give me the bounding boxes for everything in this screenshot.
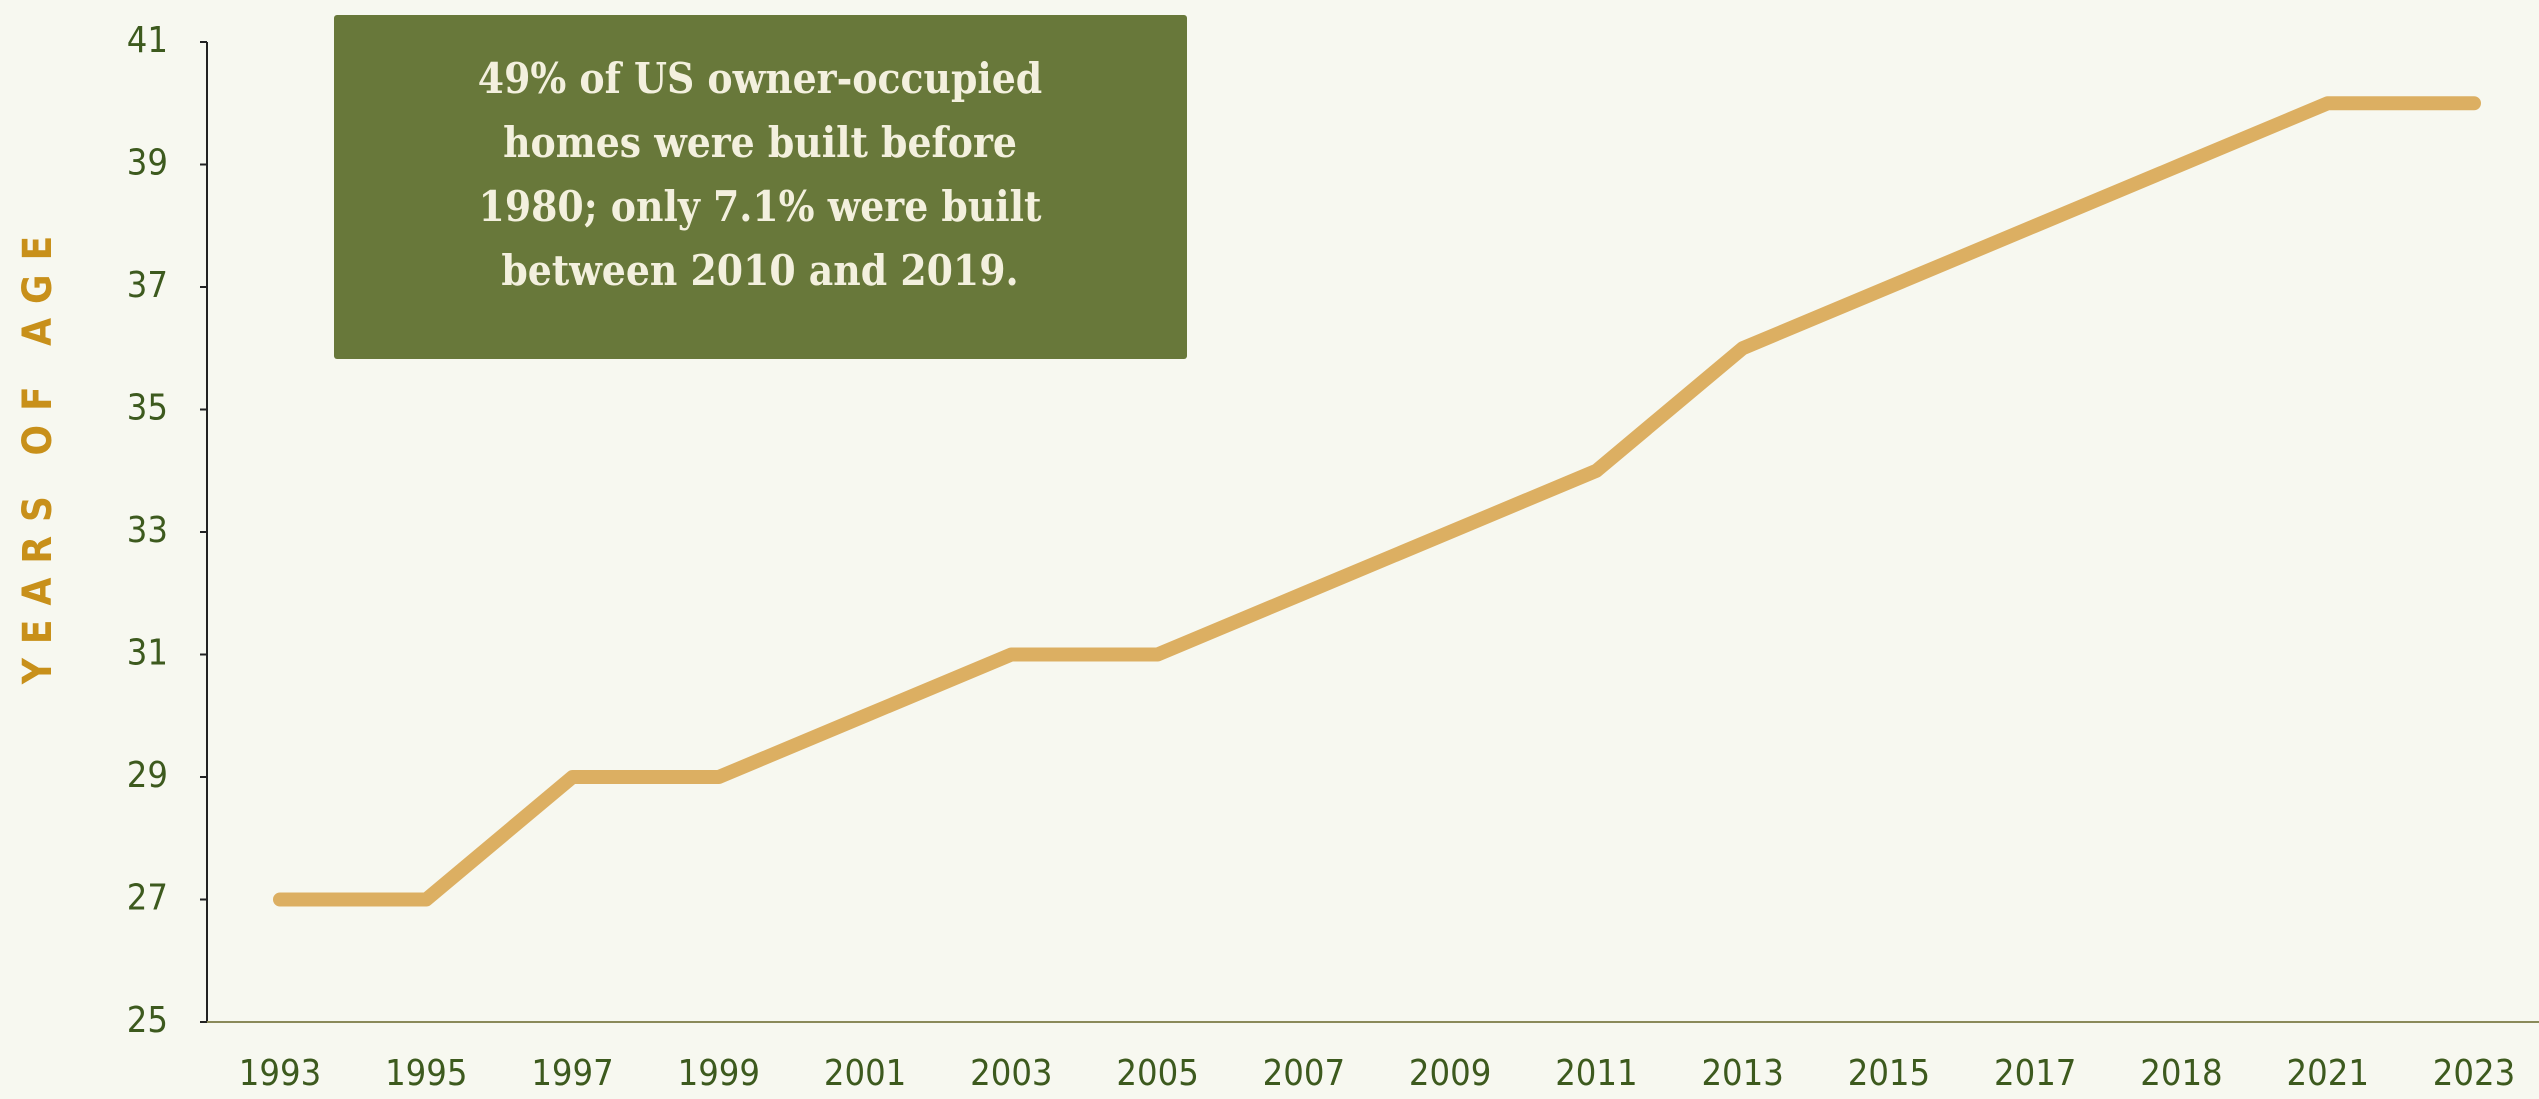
- data-line: [273, 96, 2481, 907]
- x-tick-label: 2015: [1848, 1053, 1930, 1094]
- y-tick-label: 29: [127, 755, 168, 796]
- annotation-text: 49% of US owner-occupied: [478, 54, 1042, 103]
- annotation-box: [334, 15, 1187, 359]
- x-tick-label: 2023: [2433, 1053, 2515, 1094]
- y-axis-label: YEARS OF AGE: [15, 222, 61, 685]
- x-tick-label: 2001: [824, 1053, 906, 1094]
- x-tick-label: 1993: [239, 1053, 321, 1094]
- y-tick-label: 27: [127, 878, 168, 919]
- x-tick-label: 2005: [1116, 1053, 1198, 1094]
- x-tick-label: 2018: [2140, 1053, 2222, 1094]
- y-tick-label: 41: [127, 20, 168, 61]
- y-tick-label: 33: [127, 510, 168, 551]
- annotation-text: 1980; only 7.1% were built: [479, 182, 1042, 231]
- y-tick-label: 37: [127, 265, 168, 306]
- y-tick-label: 25: [127, 1000, 168, 1041]
- y-tick-label: 39: [127, 143, 168, 184]
- x-tick-label: 2021: [2287, 1053, 2369, 1094]
- y-tick-label: 35: [127, 388, 168, 429]
- x-tick-label: 1995: [385, 1053, 467, 1094]
- annotation-text: between 2010 and 2019.: [501, 246, 1018, 295]
- x-tick-label: 2011: [1555, 1053, 1637, 1094]
- y-tick-label: 31: [127, 633, 168, 674]
- x-tick-label: 1999: [678, 1053, 760, 1094]
- x-tick-label: 1997: [531, 1053, 613, 1094]
- x-tick-label: 2013: [1701, 1053, 1783, 1094]
- x-tick-label: 2007: [1263, 1053, 1345, 1094]
- annotation-text: homes were built before: [503, 118, 1017, 167]
- x-tick-label: 2009: [1409, 1053, 1491, 1094]
- x-tick-label: 2003: [970, 1053, 1052, 1094]
- x-tick-label: 2017: [1994, 1053, 2076, 1094]
